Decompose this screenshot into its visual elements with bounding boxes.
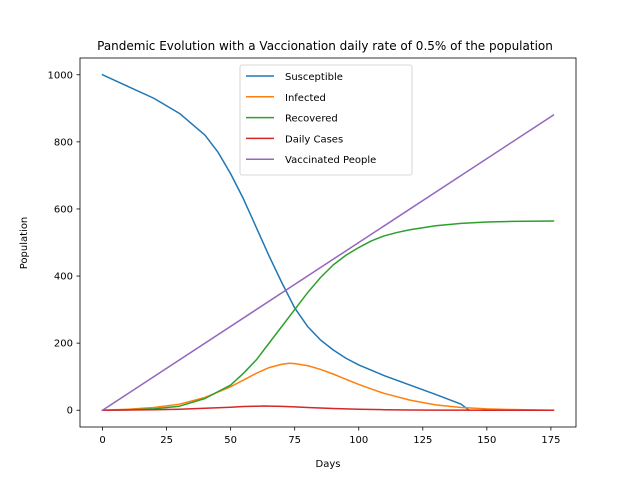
legend-label-vaccinated-people: Vaccinated People xyxy=(285,155,376,166)
x-tick-label: 25 xyxy=(160,435,173,446)
x-tick-label: 175 xyxy=(541,435,560,446)
x-tick-label: 50 xyxy=(224,435,237,446)
legend-box xyxy=(239,64,413,176)
x-tick-label: 150 xyxy=(477,435,496,446)
legend-label-susceptible: Susceptible xyxy=(285,72,343,83)
chart-title: Pandemic Evolution with a Vaccionation d… xyxy=(97,39,553,53)
series-line-recovered xyxy=(101,220,555,411)
y-tick-label: 400 xyxy=(54,272,73,283)
y-tick-label: 0 xyxy=(67,406,73,417)
x-axis: 0 25 50 75 100 125 150 175 xyxy=(99,427,560,446)
series-line-daily-cases xyxy=(101,405,555,411)
y-axis-label: Population xyxy=(19,217,30,270)
plot-frame xyxy=(79,57,577,428)
x-tick-label: 125 xyxy=(413,435,432,446)
legend-label-infected: Infected xyxy=(285,93,326,104)
y-tick-label: 1000 xyxy=(48,70,73,81)
x-tick-label: 100 xyxy=(349,435,368,446)
y-tick-label: 600 xyxy=(54,204,73,215)
series-line-vaccinated-people xyxy=(101,113,555,412)
x-axis-label: Days xyxy=(316,459,341,470)
legend: Susceptible Infected Recovered Daily Cases V… xyxy=(239,64,413,176)
y-axis: 0 200 400 600 800 1000 xyxy=(48,70,80,417)
legend-label-daily-cases: Daily Cases xyxy=(285,134,343,145)
series-line-susceptible xyxy=(101,73,470,412)
y-tick-label: 200 xyxy=(54,339,73,350)
x-tick-label: 0 xyxy=(99,435,105,446)
series-line-infected xyxy=(101,362,555,412)
y-tick-label: 800 xyxy=(54,137,73,148)
x-tick-label: 75 xyxy=(288,435,301,446)
legend-label-recovered: Recovered xyxy=(285,114,338,125)
